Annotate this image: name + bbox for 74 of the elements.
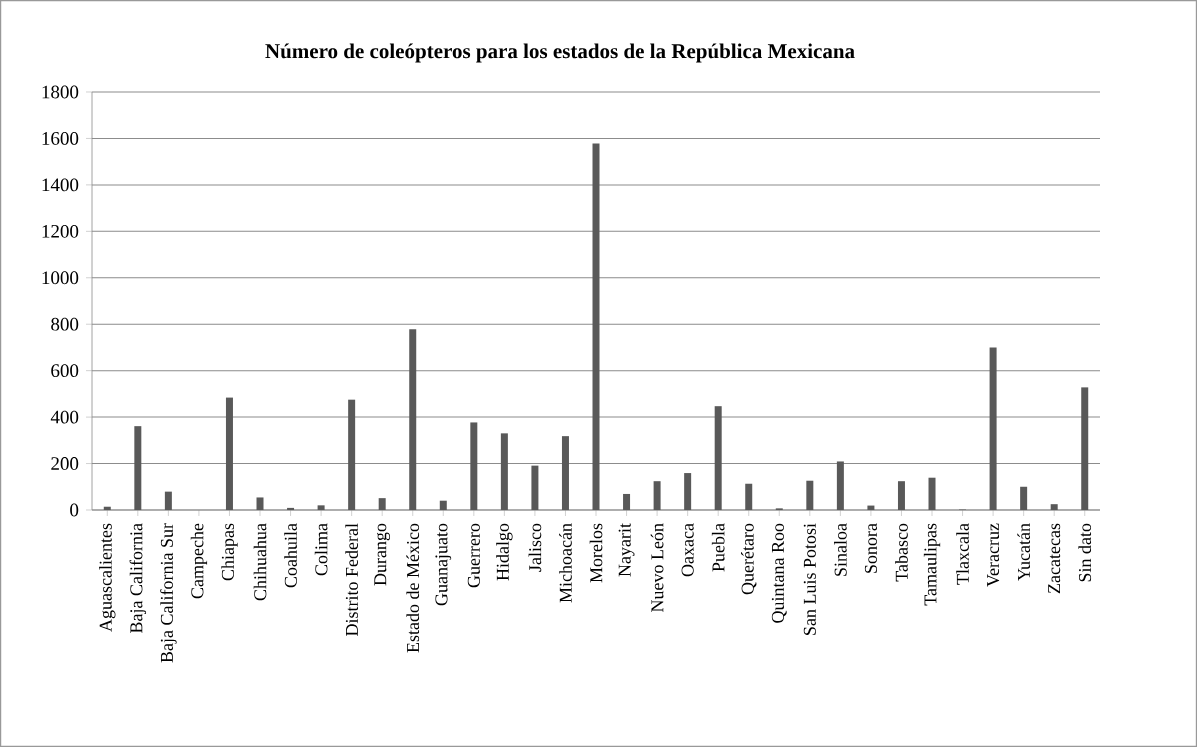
bar [592,143,600,510]
x-tick-label: Quintana Roo [771,523,787,623]
x-tick-label: Oaxaca [681,523,694,577]
x-tick-label: Zacatecas [1048,523,1061,594]
x-tick-label: Distrito Federal [345,523,358,636]
bar [989,347,997,510]
y-tick-label: 0 [70,503,79,517]
x-tick-label: Sonora [864,523,877,573]
x-tick-label: Puebla [711,523,725,572]
y-tick-label: 1000 [42,271,79,285]
x-tick-label: Guanajuato [435,523,452,606]
bar [256,497,264,510]
bar [1081,387,1089,510]
y-tick-label: 200 [51,457,79,470]
chart-title: Número de coleópteros para los estados de la República Mexicana [265,43,855,63]
x-tick-label: Hidalgo [496,523,513,581]
bar [745,483,753,510]
bar [806,480,814,510]
x-tick-label: Guerrero [467,523,480,588]
x-tick-label: Durango [374,523,391,586]
x-tick-label: Sinaloa [834,523,847,576]
bar [714,406,722,510]
x-tick-label: Veracruz [987,523,1000,587]
bar [561,436,569,510]
y-tick-label: 1600 [42,132,79,145]
bar [684,473,692,510]
y-tick-label: 400 [50,410,79,424]
x-tick-label: Baja California Sur [160,523,177,663]
x-tick-label: Querétaro [741,523,757,595]
x-tick-label: Campeche [190,523,208,599]
y-tick-label: 800 [51,317,79,331]
bar [439,500,447,510]
x-tick-label: Jalisco [528,523,542,572]
y-tick-label: 600 [51,364,79,378]
x-tick-label: San Luis Potosi [803,523,816,635]
bar [287,507,295,510]
bar [1020,486,1028,510]
bar [623,493,631,510]
x-tick-label: Sin dato [1078,523,1092,582]
bar [225,397,233,510]
x-tick-label: Tamaulipas [923,523,941,606]
x-tick-label: Tlaxcala [956,523,969,585]
bar [928,477,936,510]
bar [470,422,478,510]
x-tick-label: Morelos [589,523,603,583]
bar [164,491,172,510]
bar [531,465,539,510]
y-tick-label: 1800 [42,85,79,99]
x-tick-label: Colima [314,523,328,576]
x-tick-label: Yucatán [1017,523,1031,581]
bar [409,329,417,510]
x-tick-label: Tabasco [895,523,908,582]
x-tick-label: Chihuahua [253,523,267,601]
bar [836,461,844,510]
x-tick-label: Estado de México [406,523,420,653]
bar [1050,504,1058,510]
y-tick-label: 1400 [42,178,79,192]
bar [867,505,875,510]
x-tick-label: Aguascalientes [99,523,116,632]
bar [378,498,386,510]
x-tick-label: Baja California [129,523,147,633]
x-tick-label: Chiapas [221,523,238,581]
bar [653,481,661,510]
x-tick-label: Nuevo León [650,523,664,612]
bar [134,426,142,510]
bar [103,506,111,510]
x-tick-label: Michoacán [559,523,572,603]
x-tick-label: Nayarit [618,523,635,577]
bar [897,481,905,510]
bar [500,433,508,510]
bar [348,399,356,510]
bar [317,505,325,510]
x-tick-label: Coahuila [284,523,297,588]
y-tick-label: 1200 [42,224,79,238]
